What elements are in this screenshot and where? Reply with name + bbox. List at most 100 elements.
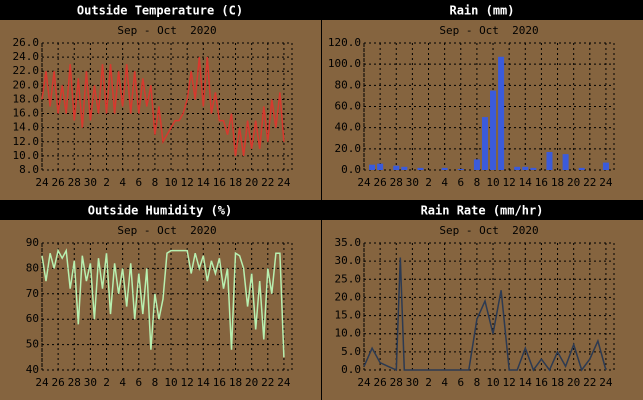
y-tick-label: 12.0 xyxy=(13,135,40,148)
y-tick-label: 0.0 xyxy=(341,163,361,176)
x-tick-label: 10 xyxy=(486,176,499,189)
x-tick-label: 8 xyxy=(474,176,481,189)
bar xyxy=(481,117,488,170)
x-tick-label: 6 xyxy=(457,176,464,189)
y-tick-label: 16.0 xyxy=(13,107,40,120)
x-tick-label: 26 xyxy=(374,376,387,389)
y-tick-label: 10.0 xyxy=(13,149,40,162)
chart-title: Outside Temperature (C) xyxy=(77,4,243,18)
x-tick-label: 28 xyxy=(390,176,403,189)
bar xyxy=(377,163,384,170)
x-tick-label: 28 xyxy=(390,376,403,389)
y-tick-label: 10.0 xyxy=(335,327,362,340)
y-tick-label: 30.0 xyxy=(335,254,362,267)
x-tick-label: 16 xyxy=(535,176,548,189)
x-tick-label: 10 xyxy=(164,176,177,189)
y-tick-label: 40 xyxy=(26,363,39,376)
x-tick-label: 4 xyxy=(441,376,448,389)
chart-title: Rain Rate (mm/hr) xyxy=(421,204,544,218)
panel xyxy=(322,20,643,200)
data-line xyxy=(363,257,607,372)
bar xyxy=(369,164,376,170)
x-tick-label: 24 xyxy=(599,176,613,189)
x-tick-label: 20 xyxy=(245,376,258,389)
x-tick-label: 26 xyxy=(52,176,65,189)
x-tick-label: 18 xyxy=(229,176,242,189)
x-tick-label: 22 xyxy=(583,376,596,389)
x-tick-label: 16 xyxy=(213,176,226,189)
y-tick-label: 35.0 xyxy=(335,236,362,249)
x-tick-label: 2 xyxy=(425,176,432,189)
x-tick-label: 22 xyxy=(583,176,596,189)
x-tick-label: 24 xyxy=(277,176,291,189)
bar xyxy=(602,162,609,170)
y-tick-label: 60 xyxy=(26,312,39,325)
x-tick-label: 2 xyxy=(103,176,110,189)
y-tick-label: 70 xyxy=(26,287,39,300)
y-tick-label: 40.0 xyxy=(335,121,362,134)
y-tick-label: 0.0 xyxy=(341,363,361,376)
panel xyxy=(322,220,643,400)
x-tick-label: 14 xyxy=(197,376,211,389)
y-tick-label: 60.0 xyxy=(335,100,362,113)
x-tick-label: 8 xyxy=(152,376,159,389)
x-tick-label: 16 xyxy=(535,376,548,389)
y-tick-label: 18.0 xyxy=(13,92,40,105)
x-tick-label: 30 xyxy=(406,176,419,189)
bar xyxy=(498,56,505,171)
plot-frame xyxy=(363,242,615,371)
y-tick-label: 20.0 xyxy=(335,290,362,303)
plot-frame xyxy=(41,42,293,171)
y-tick-label: 25.0 xyxy=(335,272,362,285)
x-tick-label: 12 xyxy=(181,376,194,389)
x-tick-label: 8 xyxy=(474,376,481,389)
x-tick-label: 22 xyxy=(261,176,274,189)
x-tick-label: 2 xyxy=(425,376,432,389)
x-tick-label: 6 xyxy=(457,376,464,389)
y-tick-label: 20.0 xyxy=(13,78,40,91)
chart-subtitle: Sep - Oct 2020 xyxy=(117,24,216,37)
x-tick-label: 10 xyxy=(486,376,499,389)
bar xyxy=(578,167,585,170)
x-tick-label: 16 xyxy=(213,376,226,389)
data-line xyxy=(41,57,285,157)
bar xyxy=(562,154,569,170)
bar xyxy=(530,167,537,170)
x-tick-label: 24 xyxy=(599,376,613,389)
x-tick-label: 24 xyxy=(277,376,291,389)
x-tick-label: 22 xyxy=(261,376,274,389)
bar xyxy=(490,90,497,170)
x-tick-label: 12 xyxy=(503,376,516,389)
bar xyxy=(546,152,553,170)
x-tick-label: 20 xyxy=(245,176,258,189)
chart-subtitle: Sep - Oct 2020 xyxy=(439,24,538,37)
x-tick-label: 28 xyxy=(68,376,81,389)
x-tick-label: 4 xyxy=(119,176,126,189)
x-tick-label: 24 xyxy=(357,376,371,389)
x-tick-label: 24 xyxy=(35,176,49,189)
bar xyxy=(457,168,464,170)
y-tick-label: 14.0 xyxy=(13,121,40,134)
y-tick-label: 22.0 xyxy=(13,64,40,77)
chart-title: Rain (mm) xyxy=(449,4,514,18)
y-tick-label: 8.0 xyxy=(19,163,39,176)
x-tick-label: 24 xyxy=(35,376,49,389)
plot-frame xyxy=(363,42,615,171)
x-tick-label: 18 xyxy=(551,376,564,389)
x-tick-label: 20 xyxy=(567,376,580,389)
x-tick-label: 20 xyxy=(567,176,580,189)
x-tick-label: 12 xyxy=(181,176,194,189)
x-tick-label: 26 xyxy=(374,176,387,189)
y-tick-label: 24.0 xyxy=(13,50,40,63)
x-tick-label: 6 xyxy=(135,176,142,189)
chart-subtitle: Sep - Oct 2020 xyxy=(439,224,538,237)
y-tick-label: 50 xyxy=(26,338,39,351)
x-tick-label: 8 xyxy=(152,176,159,189)
x-tick-label: 18 xyxy=(229,376,242,389)
bar xyxy=(473,159,480,170)
y-tick-label: 20.0 xyxy=(335,142,362,155)
bar xyxy=(417,167,424,170)
y-tick-label: 120.0 xyxy=(328,36,361,49)
y-tick-label: 90 xyxy=(26,236,39,249)
